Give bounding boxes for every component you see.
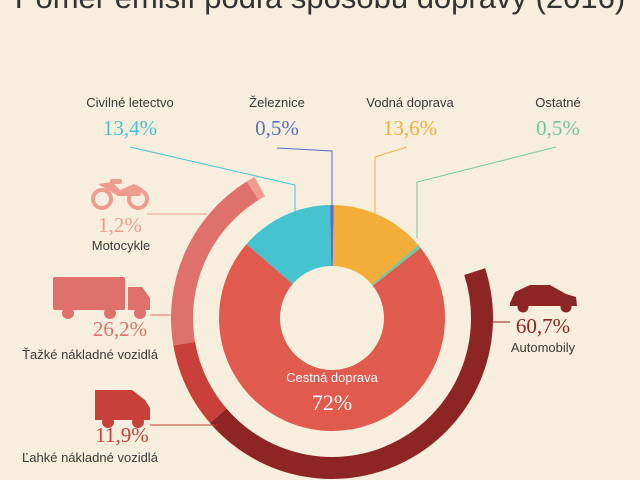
label-vodna: Vodná doprava <box>366 95 454 110</box>
pct-zeleznice: 0,5% <box>255 116 299 140</box>
arc-tazke-nakladne <box>171 181 259 346</box>
slice-vodna-doprava <box>332 205 419 285</box>
leader-civilne <box>129 146 296 226</box>
label-cestna: Cestná doprava <box>286 370 379 385</box>
emissions-donut <box>218 205 445 432</box>
pct-vodna: 13,6% <box>383 116 437 140</box>
arc-motocykle <box>246 176 266 201</box>
slice-cestna-doprava <box>218 244 445 432</box>
pct-cestna: 72% <box>312 390 352 415</box>
slice-ostatne <box>371 245 421 286</box>
motorcycle-icon <box>91 179 149 210</box>
arc-automobily <box>209 268 493 479</box>
leader-vodna <box>374 146 408 214</box>
label-lahke: Ľahké nákladné vozidlá <box>22 450 159 465</box>
slice-civilne-letectvo <box>246 205 332 284</box>
pct-lahke: 11,9% <box>95 423 148 447</box>
label-ostatne: Ostatné <box>535 95 581 110</box>
label-civilne: Civilné letectvo <box>86 95 173 110</box>
slice-zeleznice <box>330 205 334 267</box>
label-automobily: Automobily <box>511 340 576 355</box>
pct-ostatne: 0,5% <box>536 116 580 140</box>
leader-ostatne <box>416 146 557 238</box>
pct-automobily: 60,7% <box>516 314 570 338</box>
van-icon <box>95 390 150 428</box>
road-breakdown-ring <box>171 176 493 479</box>
chart-title: Pomer emisií podľa spôsobu dopravy (2016… <box>0 0 640 16</box>
pct-civilne: 13,4% <box>103 116 157 140</box>
pct-tazke: 26,2% <box>93 317 147 341</box>
pct-motocykle: 1,2% <box>98 213 142 237</box>
car-icon <box>510 285 577 313</box>
label-zeleznice: Železnice <box>249 95 305 110</box>
leader-zeleznice <box>276 147 333 205</box>
truck-icon <box>53 277 150 319</box>
label-motocykle: Motocykle <box>92 238 151 253</box>
label-tazke: Ťažké nákladné vozidlá <box>22 347 159 362</box>
arc-lahke-nakladne <box>173 341 227 423</box>
